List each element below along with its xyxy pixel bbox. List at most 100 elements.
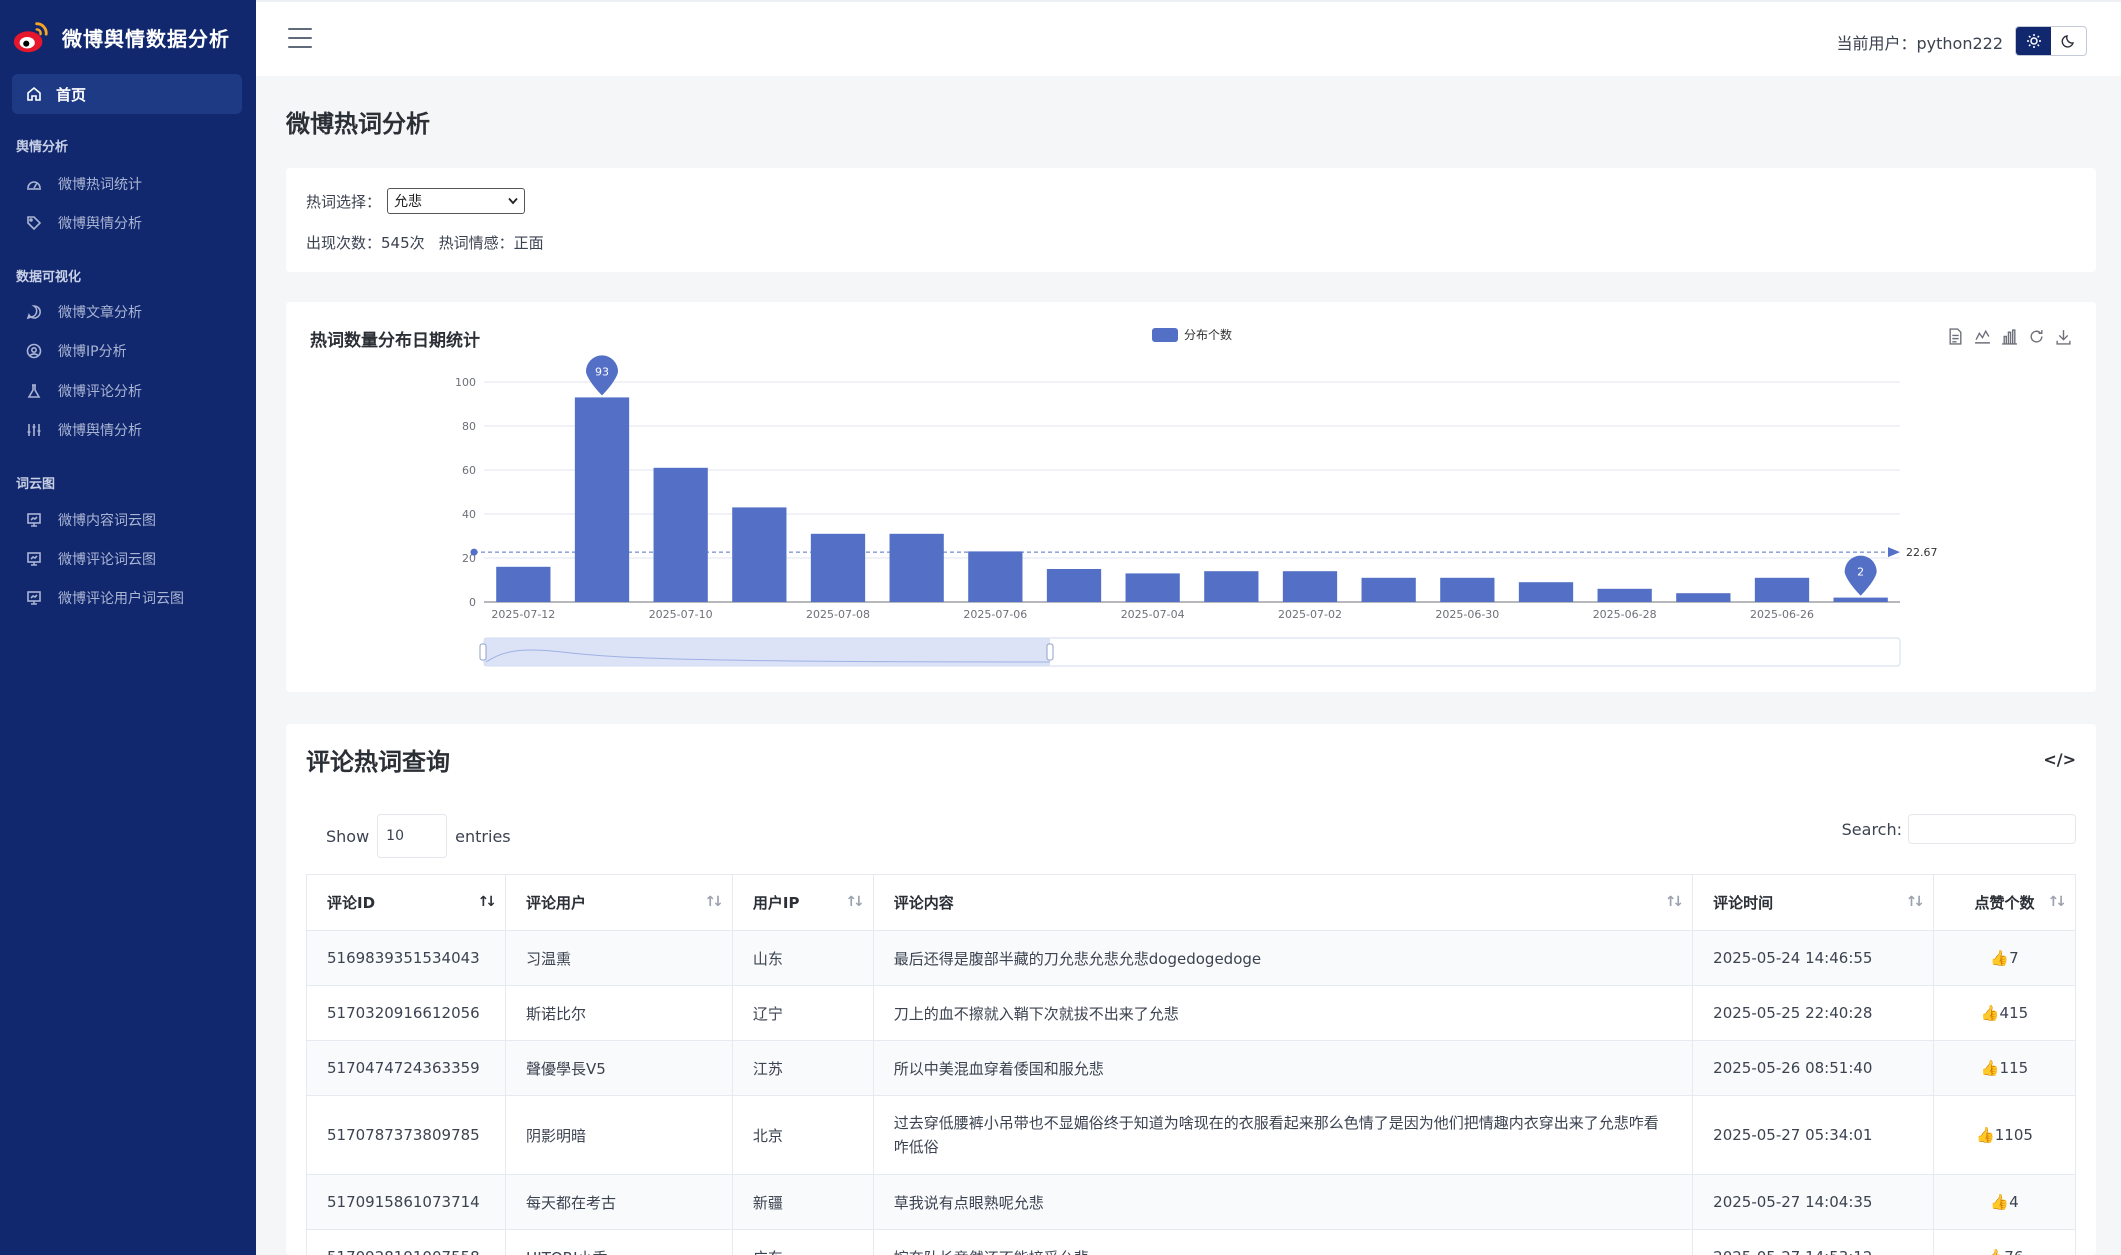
- download-icon[interactable]: [2055, 328, 2072, 345]
- x-tick-label: 2025-07-04: [1121, 608, 1185, 621]
- page-length-select[interactable]: 10: [377, 814, 448, 858]
- tag-icon: [27, 216, 42, 231]
- comment-table-card: 评论热词查询 </> Show 10 entries Search: 评论ID ↑…: [286, 724, 2096, 1255]
- x-tick-label: 2025-07-12: [491, 608, 555, 621]
- table-row[interactable]: 5170787373809785 阴影明暗 北京 过去穿低腰裤小吊带也不显媚俗终…: [306, 1095, 2076, 1175]
- x-tick-label: 2025-07-10: [649, 608, 713, 621]
- bar: [1597, 588, 1652, 602]
- cell-user: 习温熏: [504, 930, 733, 986]
- cell-time: 2025-05-24 14:46:55: [1692, 930, 1935, 986]
- cell-content: 刀上的血不擦就入鞘下次就拔不出来了允悲: [872, 985, 1694, 1041]
- show-label: Show: [326, 826, 370, 846]
- cell-ip: 广东: [731, 1229, 874, 1255]
- x-tick-label: 2025-07-06: [963, 608, 1027, 621]
- zoom-handle-right: [1046, 643, 1054, 661]
- bar-chart-icon[interactable]: [2001, 328, 2018, 345]
- y-tick-label: 100: [455, 376, 476, 389]
- bar: [1518, 582, 1574, 602]
- max-marker-label: 93: [595, 365, 609, 378]
- page-length-control: Show 10 entries: [326, 814, 511, 858]
- sidebar-item-label: 微博内容词云图: [58, 513, 156, 529]
- entries-label: entries: [455, 826, 511, 846]
- average-line-start: [470, 548, 478, 556]
- search-input[interactable]: [1908, 814, 2076, 844]
- column-header-comment-id[interactable]: 评论ID ↑↓: [306, 874, 506, 931]
- weibo-logo-icon: [13, 22, 48, 53]
- table-row[interactable]: 5170320916612056 斯诺比尔 辽宁 刀上的血不擦就入鞘下次就拔不出…: [306, 985, 2076, 1041]
- cell-time: 2025-05-27 14:53:12: [1692, 1229, 1935, 1255]
- column-header-likes[interactable]: 点赞个数 ↑↓: [1933, 874, 2076, 931]
- sidebar-item-content-wordcloud[interactable]: 微博内容词云图: [26, 505, 156, 535]
- app-logo[interactable]: 微博舆情数据分析: [12, 18, 230, 56]
- sidebar-item-comment-analysis[interactable]: 微博评论分析: [26, 376, 142, 406]
- bar: [1440, 577, 1495, 602]
- column-label: 评论时间: [1713, 894, 1774, 912]
- column-label: 评论ID: [327, 894, 376, 912]
- table-row[interactable]: 5170474724363359 聲優學長V5 江苏 所以中美混血穿着倭国和服允…: [306, 1040, 2076, 1096]
- cell-time: 2025-05-27 14:04:35: [1692, 1174, 1935, 1230]
- bar: [1676, 593, 1731, 602]
- hotword-sentiment: 热词情感：正面: [438, 234, 544, 252]
- sidebar-item-home[interactable]: 首页: [12, 74, 242, 114]
- cell-comment-id: 5170787373809785: [306, 1095, 506, 1175]
- cell-content: 最后还得是腹部半藏的刀允悲允悲允悲dogedogedoge: [872, 930, 1694, 986]
- page-title: 微博热词分析: [286, 110, 430, 138]
- presentation-icon: [27, 591, 41, 605]
- restore-icon[interactable]: [2028, 328, 2045, 345]
- sidebar-section-title: 数据可视化: [16, 270, 82, 285]
- chevron-down-icon: [508, 197, 518, 205]
- cell-time: 2025-05-27 05:34:01: [1692, 1095, 1935, 1175]
- cell-time: 2025-05-26 08:51:40: [1692, 1040, 1935, 1096]
- column-label: 评论用户: [525, 894, 586, 912]
- sidebar-item-label: 微博热词统计: [58, 177, 142, 193]
- sort-icon: ↑↓: [1664, 894, 1685, 910]
- sidebar-item-article-analysis[interactable]: 微博文章分析: [26, 297, 142, 327]
- cell-user: HITORI小香: [504, 1229, 733, 1255]
- y-tick-label: 40: [462, 508, 476, 521]
- max-marker-pin: [586, 355, 618, 396]
- cell-likes: 👍76: [1933, 1229, 2076, 1255]
- sidebar-item-hotword-stats[interactable]: 微博热词统计: [26, 169, 142, 199]
- line-chart-icon[interactable]: [1974, 328, 1991, 345]
- column-header-time[interactable]: 评论时间 ↑↓: [1692, 874, 1935, 931]
- sidebar-item-label: 微博评论分析: [58, 384, 142, 400]
- chart-toolbox: [1947, 328, 2072, 345]
- cell-ip: 山东: [731, 930, 874, 986]
- cell-ip: 辽宁: [731, 985, 874, 1041]
- chart-legend[interactable]: 分布个数: [1152, 326, 1232, 343]
- hotword-select[interactable]: 允悲: [387, 188, 526, 214]
- x-tick-label: 2025-06-26: [1750, 608, 1814, 621]
- dark-mode-button[interactable]: [2051, 27, 2086, 55]
- bar: [653, 467, 708, 602]
- sidebar-item-sentiment-viz[interactable]: 微博舆情分析: [26, 415, 142, 445]
- menu-toggle-icon[interactable]: [288, 28, 312, 48]
- table-row[interactable]: 5170915861073714 每天都在考古 新疆 草我说有点眼熟呢允悲 20…: [306, 1174, 2076, 1230]
- theme-toggle[interactable]: [2015, 26, 2087, 56]
- column-header-ip[interactable]: 用户IP ↑↓: [731, 874, 874, 931]
- bar: [968, 551, 1023, 602]
- bar: [1361, 577, 1416, 602]
- table-row[interactable]: 5169839351534043 习温熏 山东 最后还得是腹部半藏的刀允悲允悲允…: [306, 930, 2076, 986]
- current-user-label: 当前用户：python222: [1836, 34, 2003, 53]
- sidebar-item-ip-analysis[interactable]: 微博IP分析: [26, 336, 127, 366]
- x-tick-label: 2025-06-30: [1435, 608, 1499, 621]
- occurrence-count: 出现次数：545次: [306, 234, 425, 252]
- cell-time: 2025-05-25 22:40:28: [1692, 985, 1935, 1041]
- sidebar-item-comment-wordcloud[interactable]: 微博评论词云图: [26, 544, 156, 574]
- column-header-user[interactable]: 评论用户 ↑↓: [504, 874, 733, 931]
- data-view-icon[interactable]: [1947, 328, 1964, 345]
- column-header-content[interactable]: 评论内容 ↑↓: [872, 874, 1694, 931]
- sidebar-item-label: 微博评论词云图: [58, 552, 156, 568]
- light-mode-button[interactable]: [2016, 27, 2051, 55]
- app-title: 微博舆情数据分析: [62, 26, 230, 51]
- sidebar-item-user-wordcloud[interactable]: 微博评论用户词云图: [26, 583, 184, 613]
- table-row[interactable]: 5170928191007558 HITORI小香 广东 婉奈队长竟然还不能接受…: [306, 1229, 2076, 1255]
- chart-title: 热词数量分布日期统计: [310, 331, 480, 351]
- cell-comment-id: 5170928191007558: [306, 1229, 506, 1255]
- sidebar-item-sentiment[interactable]: 微博舆情分析: [26, 208, 142, 238]
- cell-likes: 👍415: [1933, 985, 2076, 1041]
- code-icon[interactable]: </>: [2043, 750, 2076, 769]
- top-bar: 当前用户：python222: [256, 0, 2121, 76]
- table-title: 评论热词查询: [306, 748, 450, 776]
